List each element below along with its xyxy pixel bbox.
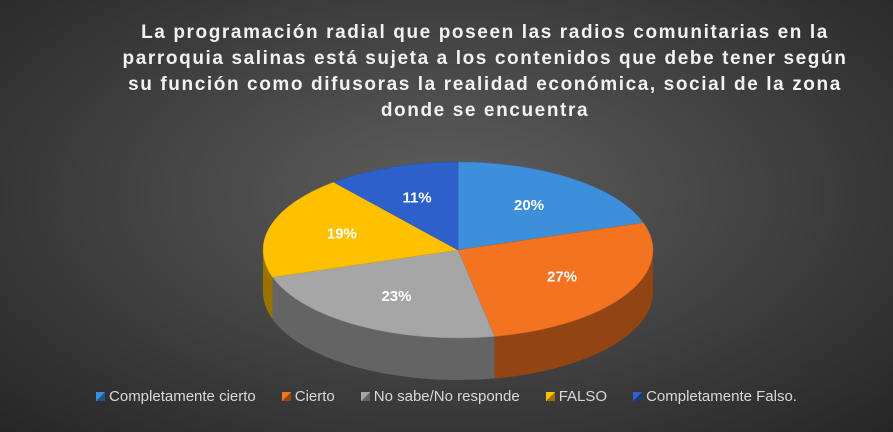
legend-swatch (545, 392, 555, 401)
data-label: 20% (514, 197, 544, 214)
legend-label: Cierto (294, 388, 335, 405)
legend-swatch (360, 392, 370, 401)
pie-side (494, 250, 653, 379)
data-label: 11% (402, 190, 431, 207)
legend-label: FALSO (558, 388, 608, 405)
legend-item: FALSO (545, 388, 608, 405)
legend-swatch (96, 392, 106, 401)
pie-slice (272, 249, 495, 339)
legend-item: Completamente cierto (96, 388, 256, 405)
pie-side (263, 250, 273, 320)
legend-item: No sabe/No responde (360, 388, 520, 405)
data-label: 19% (327, 226, 357, 243)
pie-slice (457, 222, 654, 337)
legend-item: Cierto (281, 388, 335, 405)
legend-label: Completamente Falso. (646, 388, 797, 405)
pie-slice (333, 161, 459, 251)
legend-item: Completamente Falso. (633, 388, 797, 405)
legend-label: Completamente cierto (109, 388, 256, 405)
data-label: 27% (547, 269, 577, 286)
legend: Completamente cierto Cierto No sabe/No res… (0, 388, 893, 405)
legend-swatch (633, 392, 643, 401)
legend-swatch (281, 392, 291, 401)
pie-slice (262, 181, 459, 278)
data-label: 23% (381, 288, 411, 305)
legend-label: No sabe/No responde (373, 388, 520, 405)
pie-slice (457, 161, 644, 251)
pie-side (272, 277, 495, 380)
chart-title: La programación radial que poseen las ra… (122, 22, 848, 121)
